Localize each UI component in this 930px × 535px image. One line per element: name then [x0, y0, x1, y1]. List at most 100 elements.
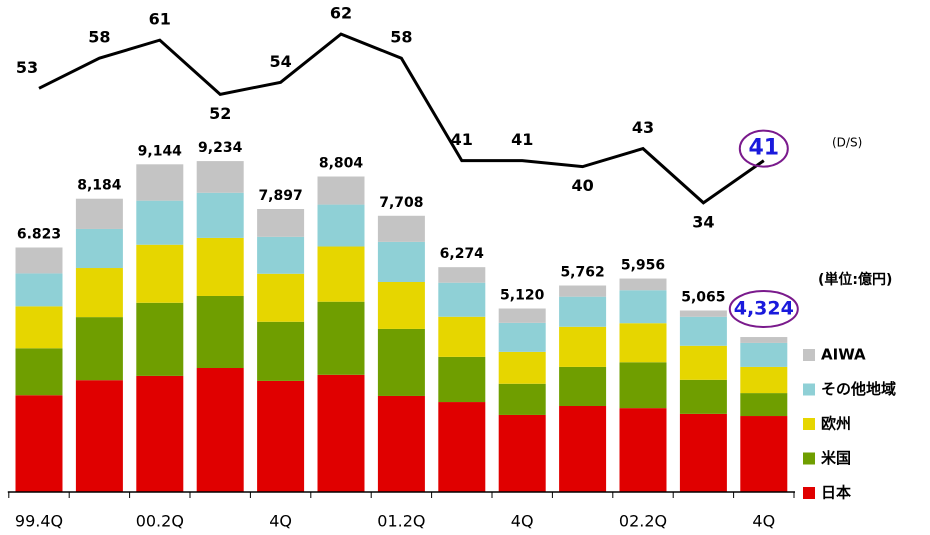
x-tick-label: 00.2Q	[136, 512, 184, 531]
y-unit: (単位:億円)	[818, 271, 892, 288]
legend-label: 米国	[821, 449, 851, 467]
bar-segment	[136, 244, 184, 303]
bar-segment	[317, 246, 365, 302]
bar-segment	[377, 395, 425, 492]
bar-segment	[740, 416, 788, 492]
line-label: 62	[330, 4, 352, 23]
bar-segment	[317, 204, 365, 247]
bar-segment	[679, 316, 727, 346]
x-tick-label: 02.2Q	[619, 512, 667, 531]
bar-segment	[15, 395, 63, 492]
legend-label: 日本	[821, 484, 851, 502]
x-tick-label: 4Q	[269, 512, 292, 531]
bar-segment	[196, 237, 244, 296]
total-label: 9,144	[138, 143, 183, 159]
bar-segment	[15, 348, 63, 396]
x-tick-label: 4Q	[752, 512, 775, 531]
total-label: 7,708	[379, 195, 423, 211]
bar-segment	[317, 301, 365, 375]
total-label: 8,804	[319, 155, 364, 171]
bar-segment	[679, 413, 727, 492]
bar-segment	[257, 321, 305, 381]
bar-segment	[196, 295, 244, 369]
legend-swatch	[803, 418, 815, 430]
bar-segment	[559, 296, 607, 327]
line-label: 53	[16, 58, 38, 77]
bar-segment	[679, 379, 727, 414]
bar-segment	[498, 351, 546, 384]
bar-segment	[75, 228, 123, 269]
bar-segment	[257, 208, 305, 237]
bar-segment	[196, 192, 244, 238]
x-tick-label: 4Q	[511, 512, 534, 531]
bar-segment	[559, 405, 607, 492]
legend-swatch	[803, 487, 815, 499]
bar-segment	[317, 176, 365, 205]
line-label: 43	[632, 118, 654, 137]
bar-segment	[136, 375, 184, 492]
bar-segment	[75, 317, 123, 381]
bar-segment	[740, 342, 788, 367]
bar-segment	[438, 356, 486, 403]
bar-segment	[679, 345, 727, 380]
bar-segment	[15, 273, 63, 307]
bar-segment	[498, 414, 546, 492]
line-label: 52	[209, 104, 231, 123]
total-label: 5,956	[621, 258, 665, 274]
line-label: 41	[511, 130, 533, 149]
legend-label: AIWA	[821, 346, 866, 364]
bar-segment	[740, 393, 788, 417]
bar-segment	[196, 161, 244, 193]
bar-segment	[438, 402, 486, 492]
bar-segment	[377, 241, 425, 282]
bar-segment	[377, 215, 425, 242]
line-label: 58	[390, 28, 412, 47]
bar-segment	[257, 380, 305, 492]
line-label: 61	[149, 10, 171, 29]
line-label: 40	[571, 176, 593, 195]
total-label: 6.823	[17, 226, 61, 242]
line-label: 54	[269, 52, 291, 71]
line-label: 41	[451, 130, 473, 149]
total-label: 6,274	[440, 246, 485, 262]
bar-segment	[679, 310, 727, 317]
bar-segment	[438, 282, 486, 317]
bar-segment	[75, 380, 123, 492]
total-label: 5,120	[500, 288, 545, 304]
legend-label: その他地域	[821, 380, 896, 398]
bar-segment	[498, 308, 546, 323]
bar-segment	[559, 366, 607, 406]
bar-segment	[317, 374, 365, 492]
bar-segment	[619, 362, 667, 409]
bar-segment	[438, 267, 486, 283]
bar-segment	[438, 316, 486, 357]
total-label: 5,065	[681, 289, 725, 305]
legend-label: 欧州	[821, 415, 851, 433]
bar-segment	[196, 368, 244, 492]
total-label: 4,324	[734, 298, 794, 320]
line-label: 34	[692, 212, 714, 231]
legend-swatch	[803, 452, 815, 465]
bar-segment	[619, 408, 667, 492]
total-label: 8,184	[77, 178, 122, 194]
line	[38, 32, 765, 205]
x-tick-label: 99.4Q	[15, 512, 63, 531]
bar-segment	[75, 268, 123, 318]
bar-segment	[377, 281, 425, 329]
line-label: 41	[748, 136, 779, 161]
total-label: 7,897	[258, 188, 302, 204]
highlight-ring	[728, 290, 799, 329]
bar-segment	[136, 302, 184, 376]
line-label: 58	[88, 28, 110, 47]
bar-segment	[377, 328, 425, 396]
bar-segment	[498, 383, 546, 415]
legend-swatch	[803, 349, 815, 361]
bar-segment	[136, 164, 184, 201]
bar-segment	[559, 326, 607, 367]
highlight-ring	[738, 129, 789, 168]
bar-segment	[257, 273, 305, 322]
bar-segment	[75, 198, 123, 229]
bar-segment	[740, 337, 788, 343]
bar-segment	[619, 323, 667, 363]
